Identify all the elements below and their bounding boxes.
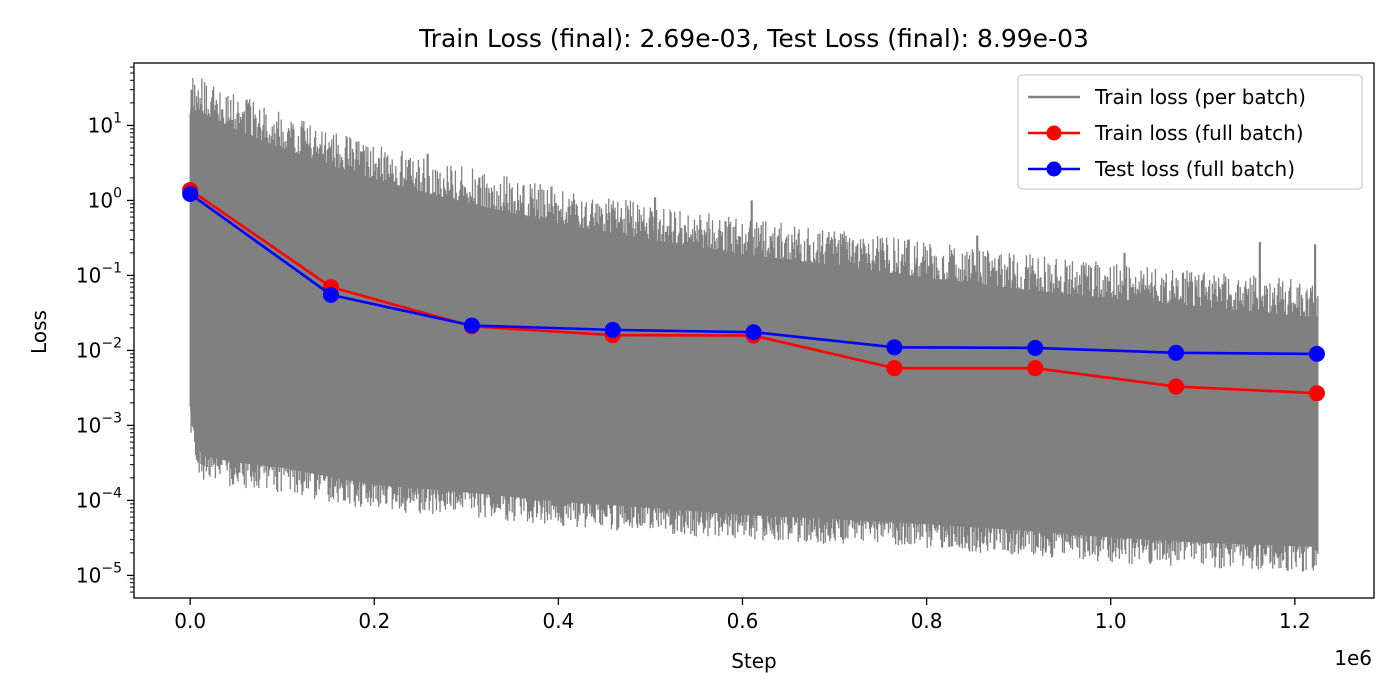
test-full-batch-point [604,321,621,338]
test-full-batch-point [745,324,762,341]
test-full-batch-point [182,185,199,202]
y-tick-label: 10−1 [76,260,122,287]
y-tick-label: 100 [88,185,122,212]
x-tick-label: 1.0 [1095,609,1127,633]
train-full-batch-point [886,360,903,377]
y-tick-label: 10−3 [76,410,122,437]
y-axis-label: Loss [27,310,51,354]
test-full-batch-point [1027,339,1044,356]
legend-box [1017,74,1363,190]
legend-entry-train-per-batch: Train loss (per batch) [1028,85,1306,109]
legend: Train loss (per batch) Train loss (full b… [1017,74,1363,190]
legend-label-test-full-batch: Test loss (full batch) [1094,157,1295,181]
x-tick-label: 1.2 [1279,609,1311,633]
x-tick-label: 0.4 [542,609,574,633]
x-tick-label: 0.2 [358,609,390,633]
train-full-batch-point [1168,378,1185,395]
x-offset-label: 1e6 [1334,646,1372,670]
y-tick-label: 10−5 [76,560,122,587]
legend-marker-test-full-batch [1046,161,1062,177]
x-tick-label: 0.8 [911,609,943,633]
legend-entry-test-full-batch: Test loss (full batch) [1028,157,1295,181]
test-full-batch-point [463,317,480,334]
y-tick-label: 10−4 [76,485,122,512]
legend-label-train-full-batch: Train loss (full batch) [1094,121,1304,145]
test-full-batch-point [323,286,340,303]
y-tick-label: 10−2 [76,335,122,362]
x-tick-label: 0.6 [727,609,759,633]
legend-marker-train-full-batch [1046,125,1062,141]
train-full-batch-point [1308,385,1325,402]
series-test-full-batch [182,185,1325,362]
legend-label-train-per-batch: Train loss (per batch) [1094,85,1306,109]
chart-title: Train Loss (final): 2.69e-03, Test Loss … [418,24,1089,53]
test-full-batch-point [886,339,903,356]
y-tick-label: 101 [88,110,122,137]
x-tick-label: 0.0 [174,609,206,633]
legend-entry-train-full-batch: Train loss (full batch) [1028,121,1304,145]
axes-frame [133,62,1375,599]
train-full-batch-point [1027,360,1044,377]
test-full-batch-point [1168,344,1185,361]
plot-area: 0.0 0.2 0.4 0.6 0.8 1.0 1.2 101 100 10−1 10−2 10−3 1… [76,62,1375,633]
x-axis-label: Step [731,649,777,673]
test-full-batch-point [1308,345,1325,362]
